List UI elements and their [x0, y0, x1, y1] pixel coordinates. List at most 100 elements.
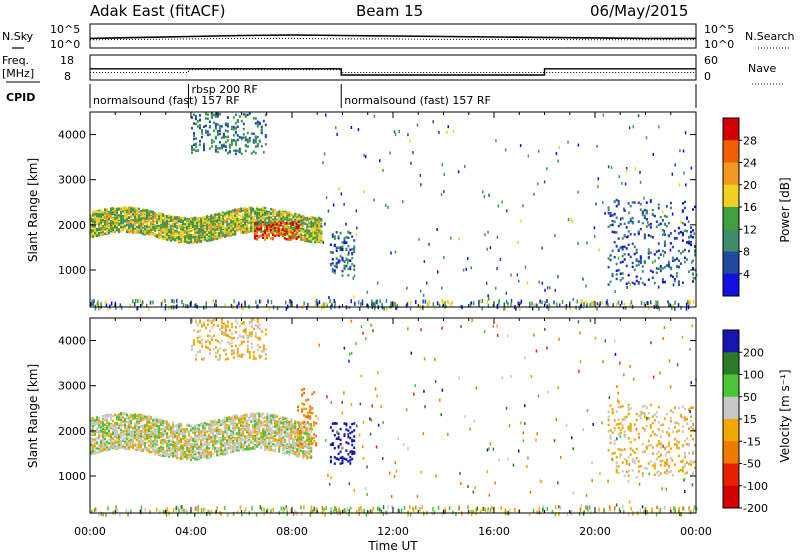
- cpid-label: CPID: [6, 91, 35, 104]
- power-ground-cell: [213, 303, 216, 308]
- velocity-cell: [138, 428, 140, 431]
- power-cell: [114, 213, 116, 217]
- power-cell: [619, 222, 622, 226]
- power-cell: [681, 233, 684, 237]
- power-cell: [671, 275, 674, 279]
- power-cell: [639, 261, 642, 265]
- power-cell: [274, 217, 277, 221]
- velocity-cell: [148, 433, 151, 437]
- velocity-cell: [128, 430, 130, 433]
- power-cell: [258, 212, 261, 216]
- power-cell: [201, 129, 203, 132]
- power-cell: [224, 212, 227, 216]
- power-cell: [234, 216, 237, 219]
- power-cell: [106, 225, 108, 228]
- power-cell: [339, 248, 342, 251]
- power-cell: [262, 119, 265, 123]
- power-cell: [234, 227, 237, 231]
- power-cell: [158, 226, 161, 230]
- power-cell: [320, 234, 323, 237]
- power-cell: [144, 228, 147, 231]
- power-ground-cell: [91, 299, 93, 304]
- velocity-cell: [130, 413, 132, 417]
- power-cell: [641, 213, 644, 217]
- power-sparse-cell: [373, 198, 375, 202]
- power-cell: [236, 226, 239, 230]
- velocity-cell: [142, 434, 144, 437]
- power-cell: [244, 218, 247, 221]
- power-sparse-cell: [412, 151, 414, 155]
- power-cell: [268, 218, 271, 222]
- power-cell: [228, 144, 231, 148]
- power-cell: [132, 210, 135, 214]
- power-cell: [108, 224, 110, 227]
- velocity-cell: [136, 419, 138, 422]
- power-cell: [647, 248, 650, 251]
- power-sparse-cell: [464, 165, 466, 169]
- velocity-cell: [124, 436, 126, 439]
- power-cell: [288, 222, 291, 225]
- noise-series-group: [89, 34, 696, 41]
- power-sparse-cell: [546, 286, 549, 290]
- velocity-cell: [102, 433, 104, 437]
- power-cell: [611, 274, 614, 278]
- power-cell: [98, 213, 100, 216]
- power-cell: [168, 235, 171, 239]
- power-sparse-cell: [625, 169, 628, 173]
- power-cell: [164, 225, 167, 228]
- power-cell: [232, 125, 235, 129]
- power-cell: [188, 218, 191, 221]
- velocity-cell: [104, 434, 106, 438]
- power-cell: [132, 224, 135, 227]
- power-cell: [96, 231, 98, 235]
- power-cell: [266, 227, 268, 231]
- velocity-cell: [148, 450, 151, 453]
- velocity-cell: [122, 420, 124, 423]
- power-cell: [208, 218, 211, 221]
- velocity-cell: [156, 451, 159, 454]
- power-sparse-cell: [385, 203, 387, 207]
- power-cell: [138, 218, 141, 222]
- velocity-cell: [98, 426, 100, 429]
- power-cell: [291, 233, 294, 236]
- power-cell: [248, 229, 251, 232]
- velocity-cell: [92, 447, 94, 450]
- power-cell: [300, 215, 303, 219]
- power-cell: [218, 233, 221, 236]
- power-cell: [198, 227, 201, 231]
- velocity-cell: [134, 448, 136, 451]
- power-cell: [100, 223, 102, 227]
- velocity-cell: [122, 445, 124, 449]
- power-cell: [122, 210, 124, 213]
- power-cell: [275, 227, 278, 230]
- power-cell: [191, 116, 193, 119]
- power-cell: [331, 270, 334, 273]
- power-cell: [174, 220, 177, 223]
- power-cell: [304, 222, 307, 225]
- power-cell: [294, 218, 297, 221]
- power-cell: [230, 140, 233, 144]
- power-cell: [236, 209, 239, 213]
- power-ground-cell: [173, 299, 175, 304]
- power-cell: [230, 215, 233, 219]
- power-cell: [162, 221, 165, 225]
- power-cell: [214, 230, 217, 233]
- power-cell: [193, 134, 195, 137]
- velocity-cell: [108, 442, 110, 445]
- velocity-cell: [100, 441, 102, 445]
- power-cell: [690, 234, 692, 237]
- power-cell: [278, 232, 281, 236]
- power-cell: [199, 118, 201, 122]
- velocity-cell: [116, 431, 118, 434]
- power-cell: [254, 136, 257, 140]
- power-cell: [156, 228, 159, 231]
- power-sparse-cell: [357, 128, 360, 132]
- power-ground-cell: [296, 304, 298, 309]
- velocity-cell: [140, 438, 142, 441]
- power-ground-cell: [187, 304, 189, 309]
- power-sparse-cell: [487, 230, 489, 234]
- power-cell: [182, 217, 185, 220]
- power-cell: [216, 133, 219, 137]
- power-cell: [264, 134, 267, 137]
- power-sparse-cell: [543, 180, 546, 184]
